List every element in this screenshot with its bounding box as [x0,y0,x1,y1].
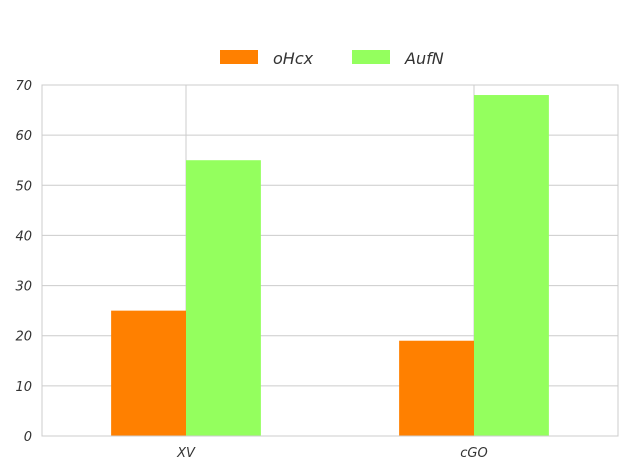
x-axis-ticks: XV cGO [176,446,488,461]
y-axis-ticks: 0 10 20 30 40 50 60 70 [15,79,32,445]
y-tick-label: 0 [24,430,32,445]
y-tick-label: 50 [15,179,32,194]
y-tick-label: 30 [15,280,32,295]
y-tick-label: 70 [15,79,32,94]
legend-label-oHcx: oHcx [273,49,314,68]
legend: oHcx AufN [220,49,444,68]
y-tick-label: 60 [15,129,32,144]
bar-oHcx-XV [111,310,186,436]
x-tick-label: XV [176,446,196,461]
bar-oHcx-cGO [399,340,474,436]
y-tick-label: 20 [15,330,32,345]
y-tick-label: 10 [15,380,32,395]
plot-frame [41,84,619,437]
y-tick-label: 40 [15,229,32,244]
bar-AufN-XV [186,160,261,436]
bars [111,95,549,437]
legend-swatch-AufN [352,50,390,64]
legend-label-AufN: AufN [404,49,444,68]
bar-AufN-cGO [474,95,549,437]
legend-swatch-oHcx [220,50,258,64]
x-tick-label: cGO [460,446,487,461]
